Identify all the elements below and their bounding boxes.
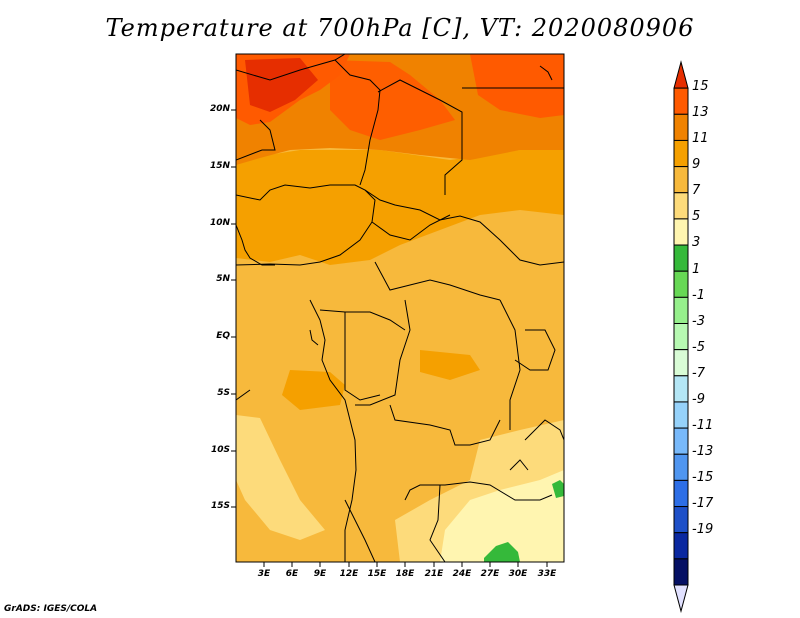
field-9-11-gabon: [282, 370, 345, 410]
field-9-11: [236, 150, 564, 265]
lon-label: 18E: [395, 569, 415, 579]
colorbar-segment: [673, 166, 689, 194]
field-5-7-atlantic: [236, 415, 325, 540]
colorbar-segment: [673, 558, 689, 586]
lat-label: 20N: [209, 104, 230, 114]
lon-label: 33E: [537, 569, 557, 579]
colorbar-label: 15: [692, 79, 709, 94]
colorbar-segment: [673, 453, 689, 481]
coastline: [236, 224, 357, 562]
colorbar-segment: [673, 244, 689, 272]
colorbar-label: -15: [692, 470, 714, 485]
colorbar-label: -3: [692, 314, 705, 329]
colorbar-segment: [673, 113, 689, 141]
colorbar-segment: [673, 139, 689, 168]
lon-label: 21E: [424, 569, 444, 579]
colorbar-segment: [673, 192, 689, 220]
colorbar-label: 7: [692, 183, 701, 198]
lon-label: 9E: [313, 569, 327, 579]
map-frame: [235, 53, 565, 563]
lon-label: 15E: [367, 569, 387, 579]
colorbar-label: -7: [692, 366, 705, 381]
colorbar-label: -17: [692, 496, 714, 511]
colorbar-label: 11: [692, 131, 709, 146]
colorbar-label: -1: [692, 288, 705, 303]
lon-label: 24E: [452, 569, 472, 579]
field-13-15-center: [330, 60, 455, 140]
colorbar-label: 5: [692, 209, 701, 224]
field-1-3-malawi: [552, 480, 564, 498]
lon-label: 27E: [480, 569, 500, 579]
colorbar-segment: [673, 218, 689, 246]
credit-text: GrADS: IGES/COLA: [4, 604, 98, 614]
colorbar-segment: [673, 401, 689, 429]
colorbar-label: 13: [692, 105, 709, 120]
colorbar-segment: [673, 532, 689, 560]
colorbar-segment: [673, 427, 689, 455]
colorbar-segment: [673, 87, 689, 115]
lat-label: EQ: [216, 331, 230, 341]
lat-label: 15S: [210, 501, 230, 511]
country-borders: [236, 54, 564, 562]
colorbar-label: -5: [692, 340, 705, 355]
field-13-15-east: [470, 54, 564, 118]
colorbar-label: -11: [692, 418, 714, 433]
field-15-west: [245, 58, 318, 112]
lat-label: 15N: [209, 161, 230, 171]
lon-label: 6E: [285, 569, 299, 579]
colorbar-top-triangle: [673, 60, 689, 89]
colorbar-segment: [673, 375, 689, 403]
colorbar-label: -13: [692, 444, 714, 459]
field-3-5: [440, 470, 564, 562]
colorbar-label: -19: [692, 522, 714, 537]
lat-label: 10N: [209, 218, 230, 228]
lat-label: 5N: [216, 274, 230, 284]
colorbar-segment: [673, 349, 689, 377]
lon-label: 12E: [339, 569, 359, 579]
colorbar: [673, 60, 689, 614]
field-9-11-congo: [420, 350, 480, 380]
colorbar-label: -9: [692, 392, 705, 407]
colorbar-segment: [673, 323, 689, 351]
lon-label: 3E: [257, 569, 271, 579]
colorbar-label: 3: [692, 235, 701, 250]
map-title: Temperature at 700hPa [C], VT: 202008090…: [105, 14, 695, 42]
colorbar-label: 9: [692, 157, 701, 172]
colorbar-segment: [673, 296, 689, 325]
lon-label: 30E: [508, 569, 528, 579]
lat-label: 5S: [217, 388, 230, 398]
colorbar-segment: [673, 506, 689, 534]
field-1-3-south: [484, 542, 520, 562]
colorbar-label: 1: [692, 262, 701, 277]
colorbar-segment: [673, 479, 689, 508]
colorbar-segment: [673, 270, 689, 298]
colorbar-bottom-triangle: [673, 584, 689, 614]
lat-label: 10S: [210, 445, 230, 455]
